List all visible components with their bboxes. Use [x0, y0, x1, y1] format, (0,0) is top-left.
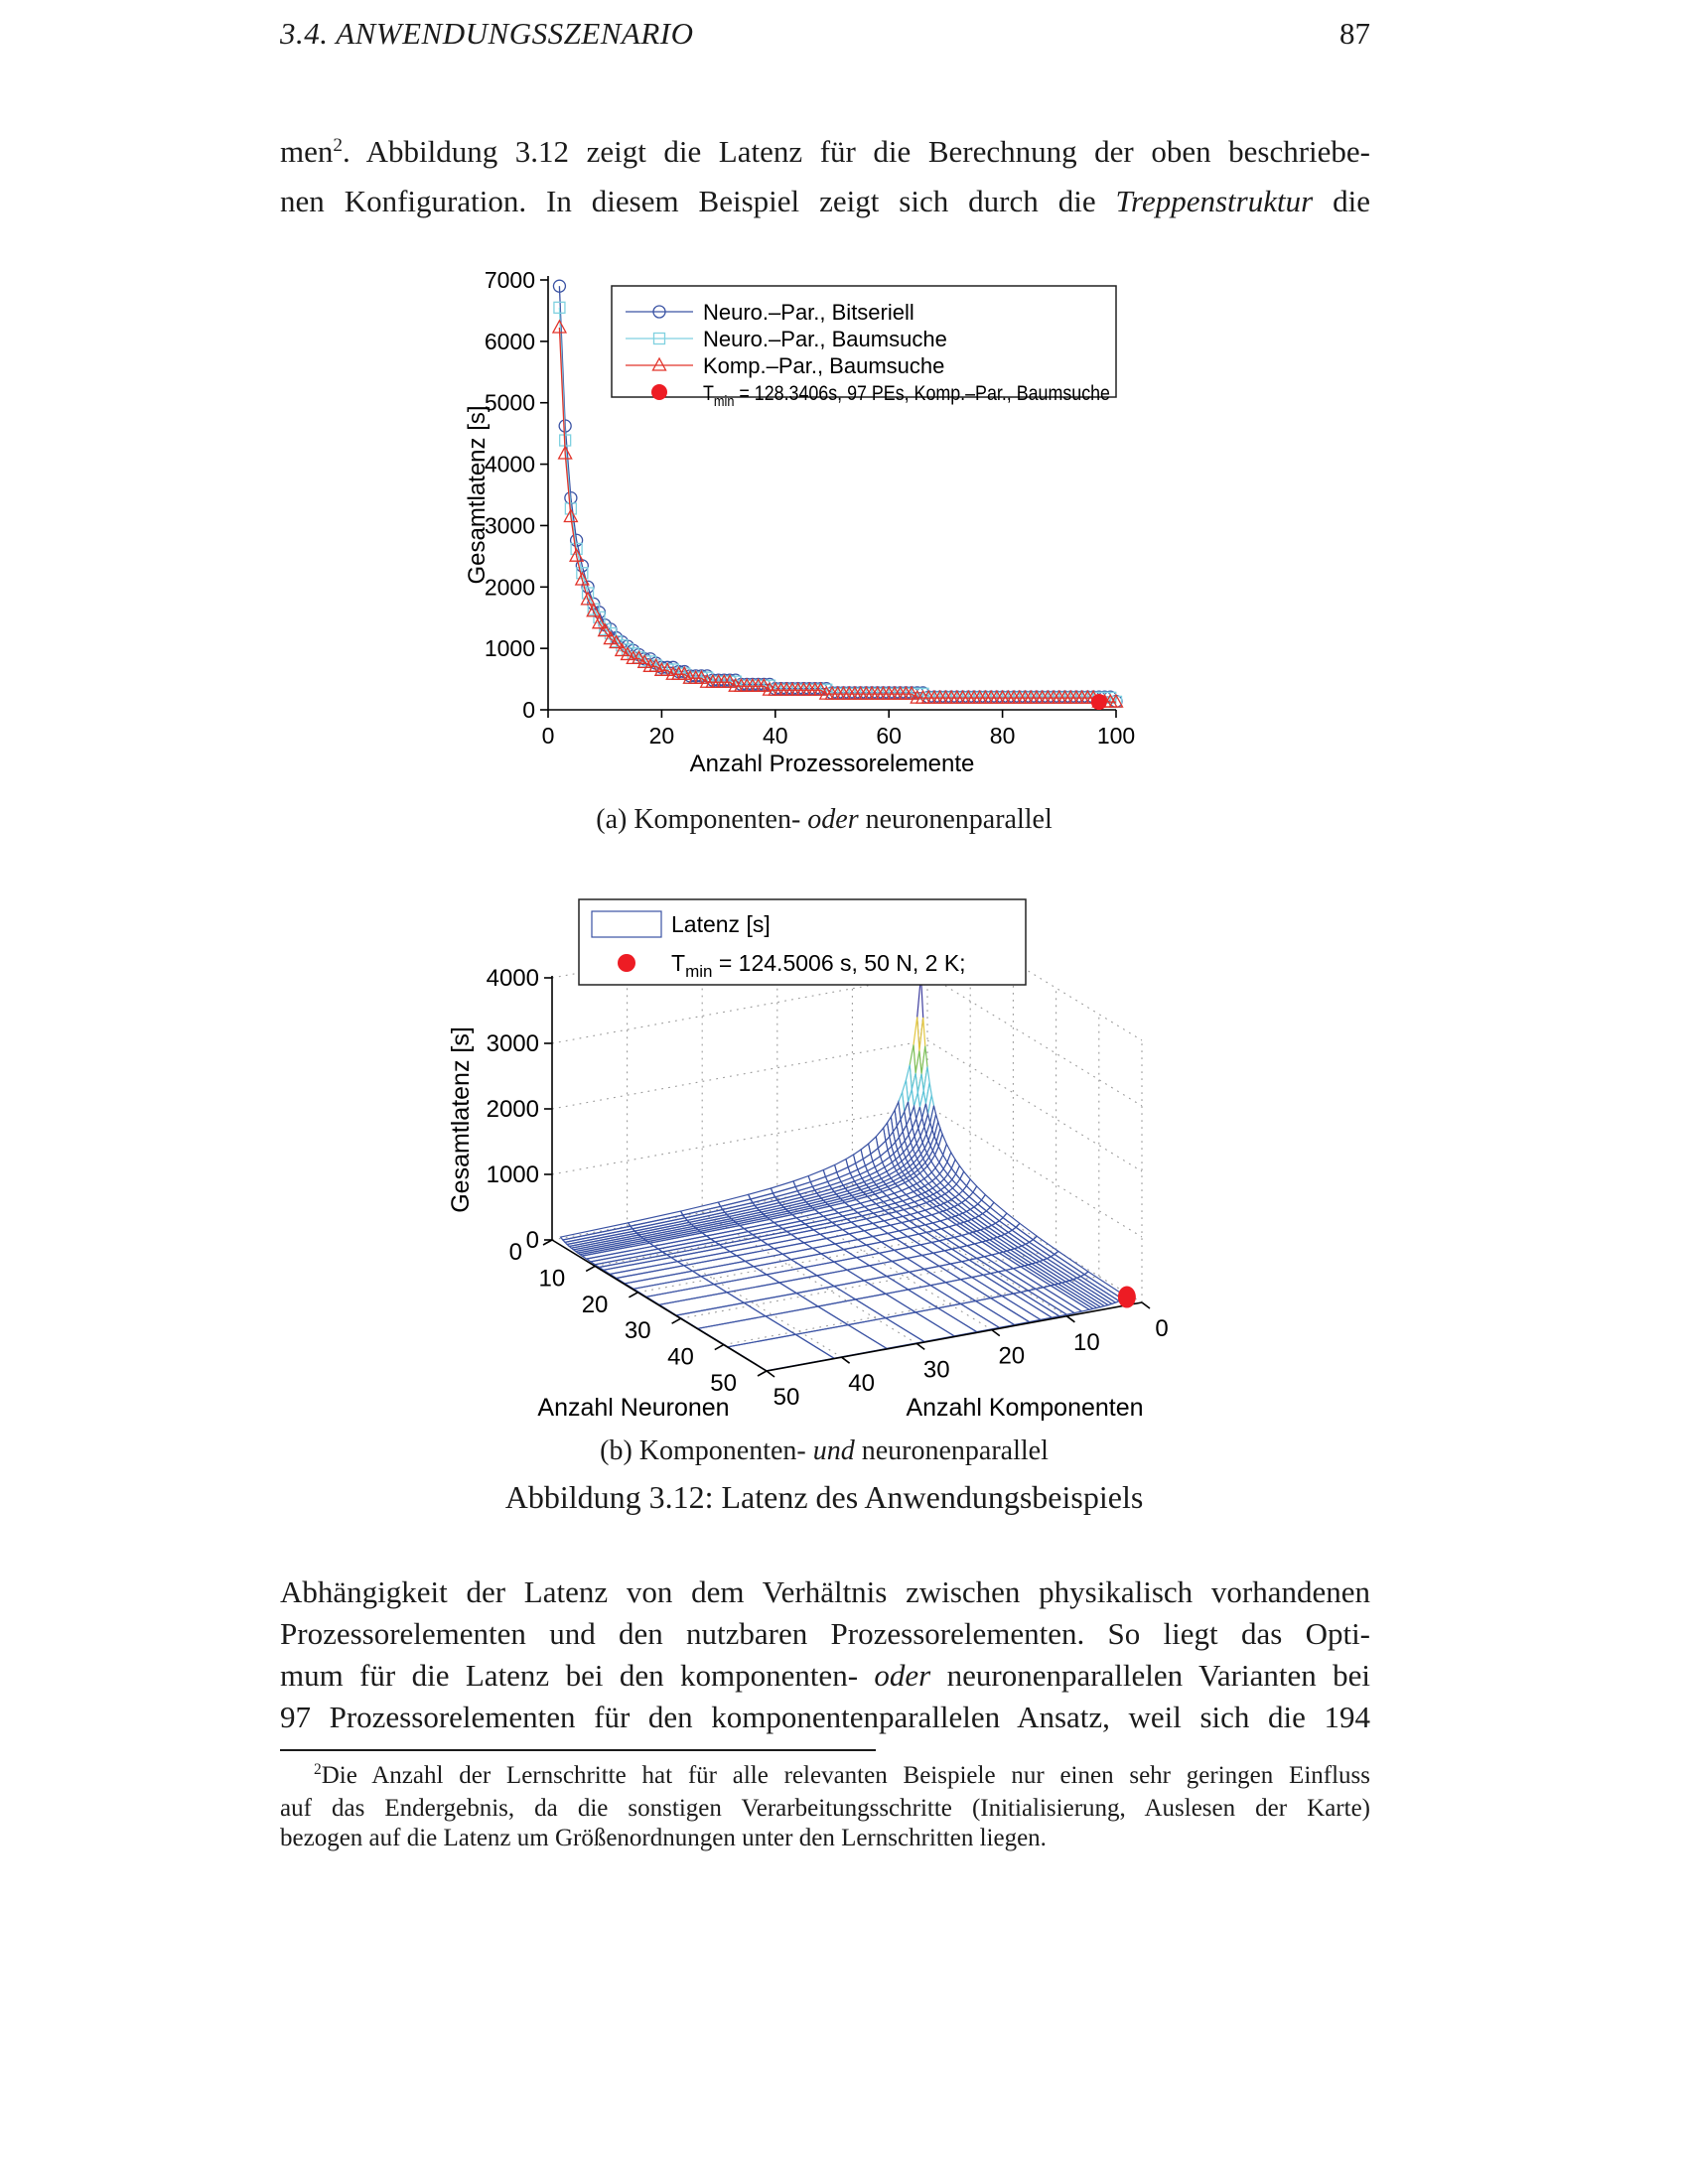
tick-labels-a: 0 1000 2000 3000 4000 5000 6000 7000 0 20 40 60 80 10…: [464, 267, 1135, 777]
latency-3d-svg: 0 1000 2000 3000 4000 0 10 20 30 40 50 50 40 30 20 10 0 G…: [447, 898, 1169, 1422]
svg-text:0: 0: [1155, 1315, 1168, 1342]
footnote-line: 2Die Anzahl der Lernschritte hat für all…: [314, 1761, 1370, 1789]
section-heading: 3.4. ANWENDUNGSSZENARIO: [280, 16, 694, 51]
text-line: 97 Prozessorelementen für den komponente…: [280, 1700, 1370, 1734]
axes-b: [542, 976, 1151, 1378]
page-number: 87: [1339, 16, 1370, 51]
svg-text:40: 40: [763, 723, 788, 749]
svg-text:Komp.–Par., Baumsuche: Komp.–Par., Baumsuche: [703, 353, 944, 378]
svg-text:10: 10: [538, 1265, 565, 1292]
subcaption-b: (b) Komponenten- und neuronenparallel: [600, 1435, 1049, 1466]
axes-a: [540, 276, 1117, 718]
svg-text:Latenz [s]: Latenz [s]: [671, 911, 771, 937]
svg-text:Neuro.–Par., Bitseriell: Neuro.–Par., Bitseriell: [703, 300, 914, 325]
svg-text:4000: 4000: [485, 452, 535, 478]
legend-b: Latenz [s] Tmin = 124.5006 s, 50 N, 2 K;: [578, 898, 1027, 986]
svg-text:20: 20: [998, 1343, 1025, 1370]
svg-text:0: 0: [526, 1227, 539, 1254]
svg-text:1000: 1000: [487, 1161, 539, 1188]
svg-text:40: 40: [848, 1370, 875, 1397]
paragraph-bottom: Abhängigkeit der Latenz von dem Verhältn…: [280, 1571, 1370, 1738]
tick-labels-b: 0 1000 2000 3000 4000 0 10 20 30 40 50 50 40 30 20 10 0 G…: [447, 965, 1169, 1422]
svg-text:60: 60: [876, 723, 902, 749]
footnote-line: auf das Endergebnis, da die sonstigen Ve…: [280, 1795, 1370, 1822]
svg-text:100: 100: [1097, 723, 1135, 749]
svg-text:3000: 3000: [487, 1030, 539, 1057]
neurons-axis-label: Anzahl Neuronen: [537, 1394, 729, 1422]
svg-text:4000: 4000: [487, 965, 539, 992]
components-axis-label: Anzahl Komponenten: [906, 1394, 1143, 1422]
min-point-b: [1117, 1286, 1136, 1308]
z-axis-label-b: Gesamtlatenz [s]: [447, 1026, 475, 1213]
svg-text:2000: 2000: [485, 574, 535, 600]
footnote-marker: 2: [333, 135, 343, 157]
text-line: nen Konfiguration. In diesem Beispiel ze…: [280, 184, 1370, 218]
footnote-marker: 2: [314, 1761, 322, 1779]
svg-text:20: 20: [649, 723, 675, 749]
svg-text:0: 0: [522, 697, 535, 723]
svg-text:0: 0: [509, 1239, 522, 1266]
text-line: men2. Abbildung 3.12 zeigt die Latenz fü…: [280, 134, 1370, 169]
svg-text:Tmin = 128.3406s, 97 PEs, Komp: Tmin = 128.3406s, 97 PEs, Komp.–Par., Ba…: [703, 382, 1110, 410]
series-2: [551, 319, 1124, 708]
svg-text:5000: 5000: [485, 390, 535, 416]
y-axis-label-a: Gesamtlatenz [s]: [464, 405, 491, 584]
footnote-rule: [280, 1749, 876, 1751]
svg-text:10: 10: [1073, 1329, 1100, 1356]
x-axis-label-a: Anzahl Prozessorelemente: [690, 751, 975, 777]
figure-caption: Abbildung 3.12: Latenz des Anwendungsbei…: [504, 1479, 1144, 1515]
svg-text:6000: 6000: [485, 329, 535, 354]
svg-text:50: 50: [774, 1384, 800, 1411]
subcaption-a: (a) Komponenten- oder neuronenparallel: [596, 804, 1053, 835]
svg-text:3000: 3000: [485, 512, 535, 538]
svg-text:80: 80: [990, 723, 1016, 749]
svg-text:30: 30: [625, 1317, 651, 1344]
surface-mesh: [559, 975, 1129, 1372]
svg-text:30: 30: [923, 1356, 950, 1383]
min-point-a: [1090, 694, 1107, 711]
text-line: Abhängigkeit der Latenz von dem Verhältn…: [280, 1574, 1370, 1609]
text-line: mum für die Latenz bei den komponenten- …: [280, 1658, 1370, 1693]
svg-text:7000: 7000: [485, 267, 535, 293]
footnote: 2Die Anzahl der Lernschritte hat für all…: [280, 1761, 1370, 1853]
svg-text:2000: 2000: [487, 1096, 539, 1123]
paragraph-top: men2. Abbildung 3.12 zeigt die Latenz fü…: [280, 129, 1370, 223]
svg-text:Neuro.–Par., Baumsuche: Neuro.–Par., Baumsuche: [703, 327, 947, 351]
page-header: 3.4. ANWENDUNGSSZENARIO 87: [280, 16, 1370, 52]
svg-text:40: 40: [667, 1344, 694, 1371]
svg-text:0: 0: [542, 723, 555, 749]
svg-text:50: 50: [710, 1370, 737, 1397]
text-line: Prozessorelementen und den nutzbaren Pro…: [280, 1616, 1370, 1651]
latency-2d-chart: 0 1000 2000 3000 4000 5000 6000 7000 0 20 40 60 80 10…: [427, 246, 1201, 802]
footnote-line: bezogen auf die Latenz um Größenordnunge…: [280, 1825, 1047, 1851]
svg-text:20: 20: [582, 1292, 609, 1318]
svg-text:1000: 1000: [485, 635, 535, 661]
svg-text:Tmin = 124.5006 s, 50 N, 2 K;: Tmin = 124.5006 s, 50 N, 2 K;: [671, 950, 966, 981]
latency-3d-chart: 0 1000 2000 3000 4000 0 10 20 30 40 50 50 40 30 20 10 0 G…: [417, 872, 1301, 1435]
latency-2d-svg: 0 1000 2000 3000 4000 5000 6000 7000 0 20 40 60 80 10…: [464, 267, 1135, 777]
